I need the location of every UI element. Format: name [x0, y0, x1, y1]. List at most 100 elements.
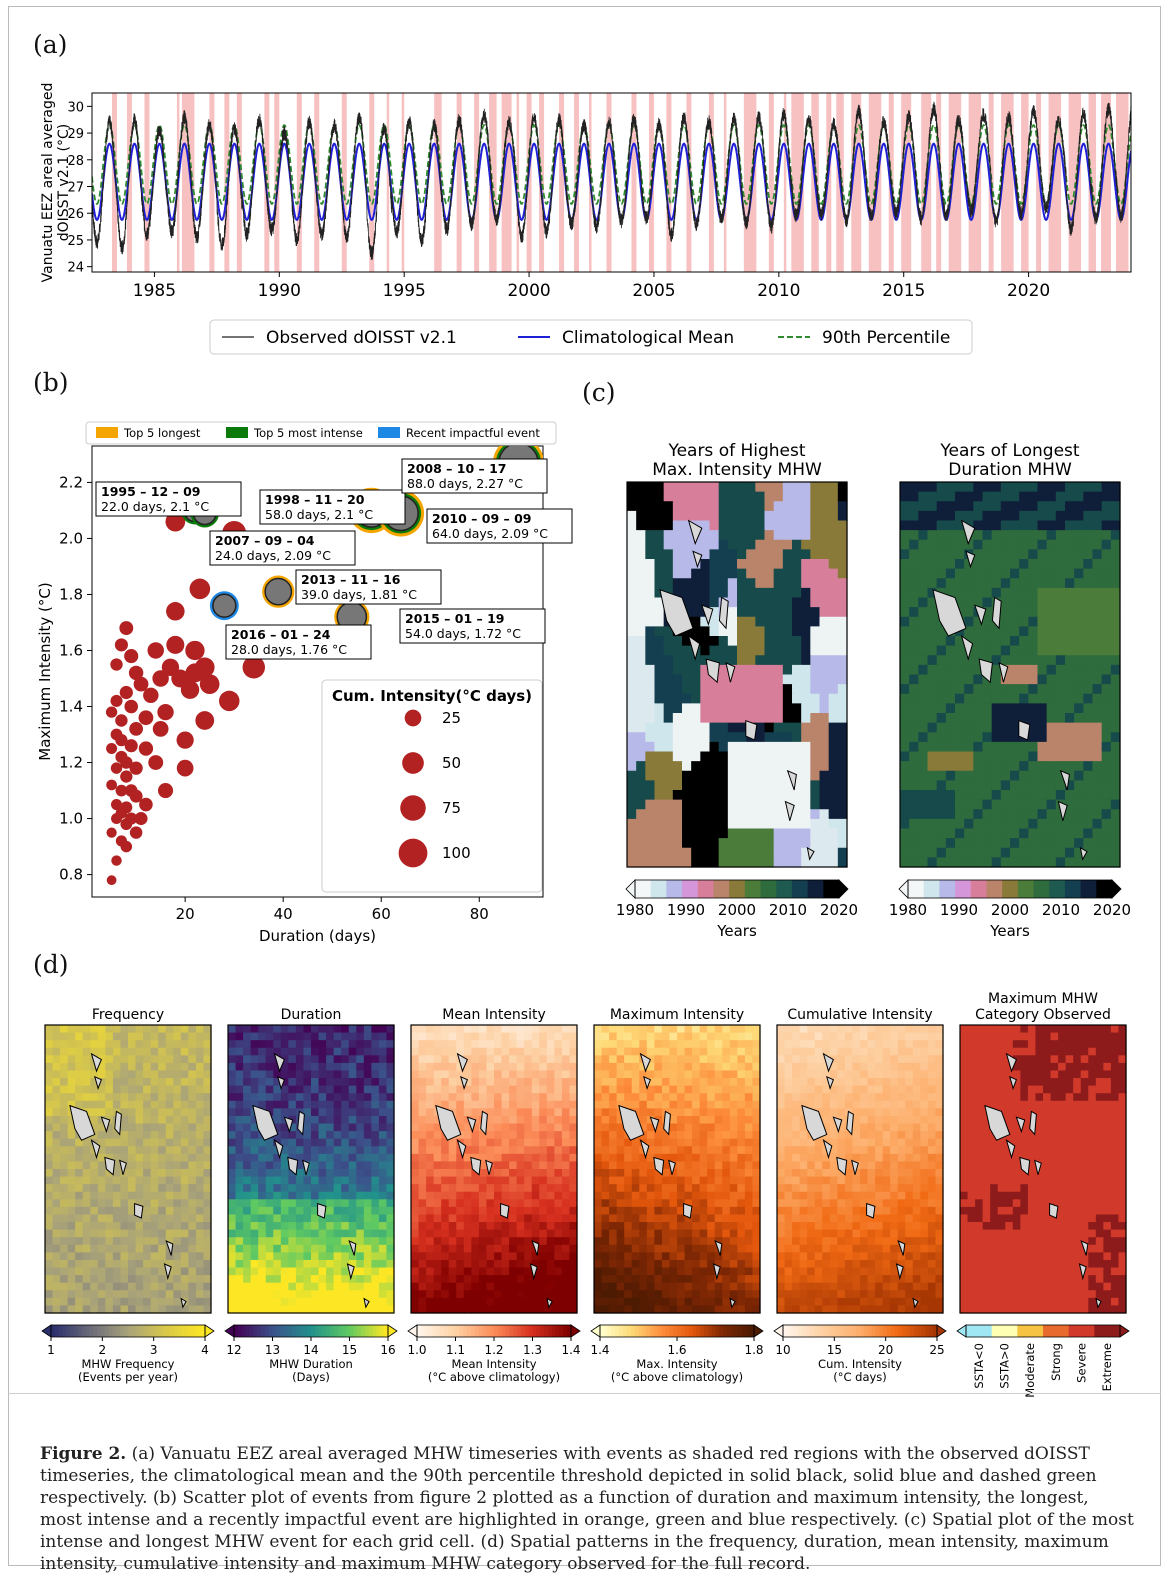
grid-cell — [348, 1055, 357, 1064]
grid-cell — [318, 1267, 327, 1276]
grid-cell — [318, 1100, 327, 1109]
grid-cell — [819, 818, 830, 830]
grid-cell — [663, 703, 674, 714]
grid-cell — [418, 1222, 427, 1231]
grid-cell — [516, 1297, 525, 1307]
grid-cell — [554, 1199, 563, 1208]
grid-cell — [195, 1297, 205, 1307]
grid-cell — [1092, 799, 1103, 810]
grid-cell — [67, 1267, 76, 1276]
grid-cell — [441, 1259, 450, 1269]
grid-cell — [569, 1055, 578, 1064]
grid-cell — [801, 790, 811, 801]
grid-cell — [1065, 482, 1075, 493]
grid-cell — [663, 780, 674, 791]
grid-cell — [755, 607, 766, 618]
grid-cell — [356, 1040, 365, 1049]
grid-cell — [991, 674, 1002, 685]
grid-cell — [378, 1062, 388, 1072]
grid-cell — [828, 799, 839, 810]
grid-cell — [801, 568, 811, 579]
grid-cell — [645, 626, 656, 637]
grid-cell — [645, 713, 656, 724]
grid-cell — [1010, 664, 1020, 676]
grid-cell — [524, 1115, 533, 1125]
grid-cell — [782, 491, 793, 502]
grid-cell — [60, 1100, 69, 1109]
grid-cell — [326, 1267, 335, 1276]
grid-cell — [441, 1169, 450, 1178]
grid-cell — [188, 1222, 197, 1231]
grid-cell — [569, 1070, 578, 1079]
grid-cell — [918, 674, 929, 685]
scatter-point — [115, 784, 128, 797]
grid-cell — [363, 1040, 372, 1049]
island — [456, 1052, 469, 1073]
grid-cell — [1010, 799, 1020, 810]
series-observed-line — [92, 101, 1131, 260]
grid-cell — [737, 626, 747, 637]
grid-cell — [97, 1123, 106, 1132]
grid-cell — [764, 482, 775, 493]
grid-cell — [1055, 761, 1066, 772]
grid-cell — [661, 1025, 671, 1034]
grid-cell — [900, 568, 910, 579]
grid-cell — [188, 1131, 197, 1140]
colorbar-segment — [143, 1325, 148, 1337]
grid-cell — [918, 501, 929, 512]
grid-cell — [782, 790, 793, 801]
grid-cell — [135, 1138, 144, 1147]
grid-cell — [235, 1040, 244, 1049]
grid-cell — [60, 1085, 69, 1094]
grid-cell — [709, 616, 720, 627]
grid-cell — [1065, 790, 1075, 801]
grid-cell — [173, 1161, 182, 1170]
grid-cell — [173, 1275, 182, 1284]
grid-cell — [173, 1153, 182, 1163]
grid-cell — [203, 1025, 212, 1034]
grid-cell — [180, 1115, 189, 1125]
grid-cell — [531, 1184, 540, 1193]
grid-cell — [128, 1191, 137, 1200]
grid-cell — [333, 1123, 342, 1132]
grid-cell — [180, 1275, 189, 1284]
map-frame — [626, 481, 848, 868]
grid-cell — [418, 1282, 427, 1291]
colorbar-segment — [364, 1325, 370, 1337]
grid-cell — [463, 1153, 472, 1163]
grid-cell — [1110, 761, 1121, 772]
scatter-point — [189, 578, 211, 600]
grid-cell — [165, 1047, 174, 1056]
grid-cell — [1101, 818, 1112, 830]
grid-cell — [991, 828, 1002, 839]
grid-cell — [326, 1078, 335, 1087]
grid-cell — [228, 1275, 237, 1284]
grid-cell — [1092, 549, 1103, 560]
grid-cell — [1037, 847, 1048, 858]
grid-cell — [936, 645, 947, 656]
grid-cell — [973, 751, 984, 762]
grid-cell — [180, 1191, 189, 1200]
colorbar-label-line2: (Events per year) — [78, 1370, 178, 1384]
grid-cell — [471, 1100, 480, 1109]
grid-cell — [718, 838, 729, 849]
grid-cell — [810, 616, 821, 627]
grid-cell — [60, 1290, 69, 1299]
grid-cell — [1074, 597, 1084, 608]
grid-cell — [195, 1078, 205, 1087]
grid-cell — [1028, 482, 1039, 493]
grid-cell — [45, 1108, 54, 1117]
colorbar-segment — [357, 1325, 362, 1337]
grid-cell — [955, 674, 965, 685]
grid-cell — [188, 1176, 197, 1185]
grid-cell — [828, 741, 839, 753]
grid-cell — [90, 1040, 99, 1049]
grid-cell — [682, 790, 692, 801]
grid-cell — [228, 1078, 237, 1087]
grid-cell — [936, 790, 947, 801]
grid-cell — [973, 713, 984, 724]
grid-cell — [486, 1062, 495, 1072]
grid-cell — [97, 1108, 106, 1117]
grid-cell — [561, 1025, 571, 1034]
